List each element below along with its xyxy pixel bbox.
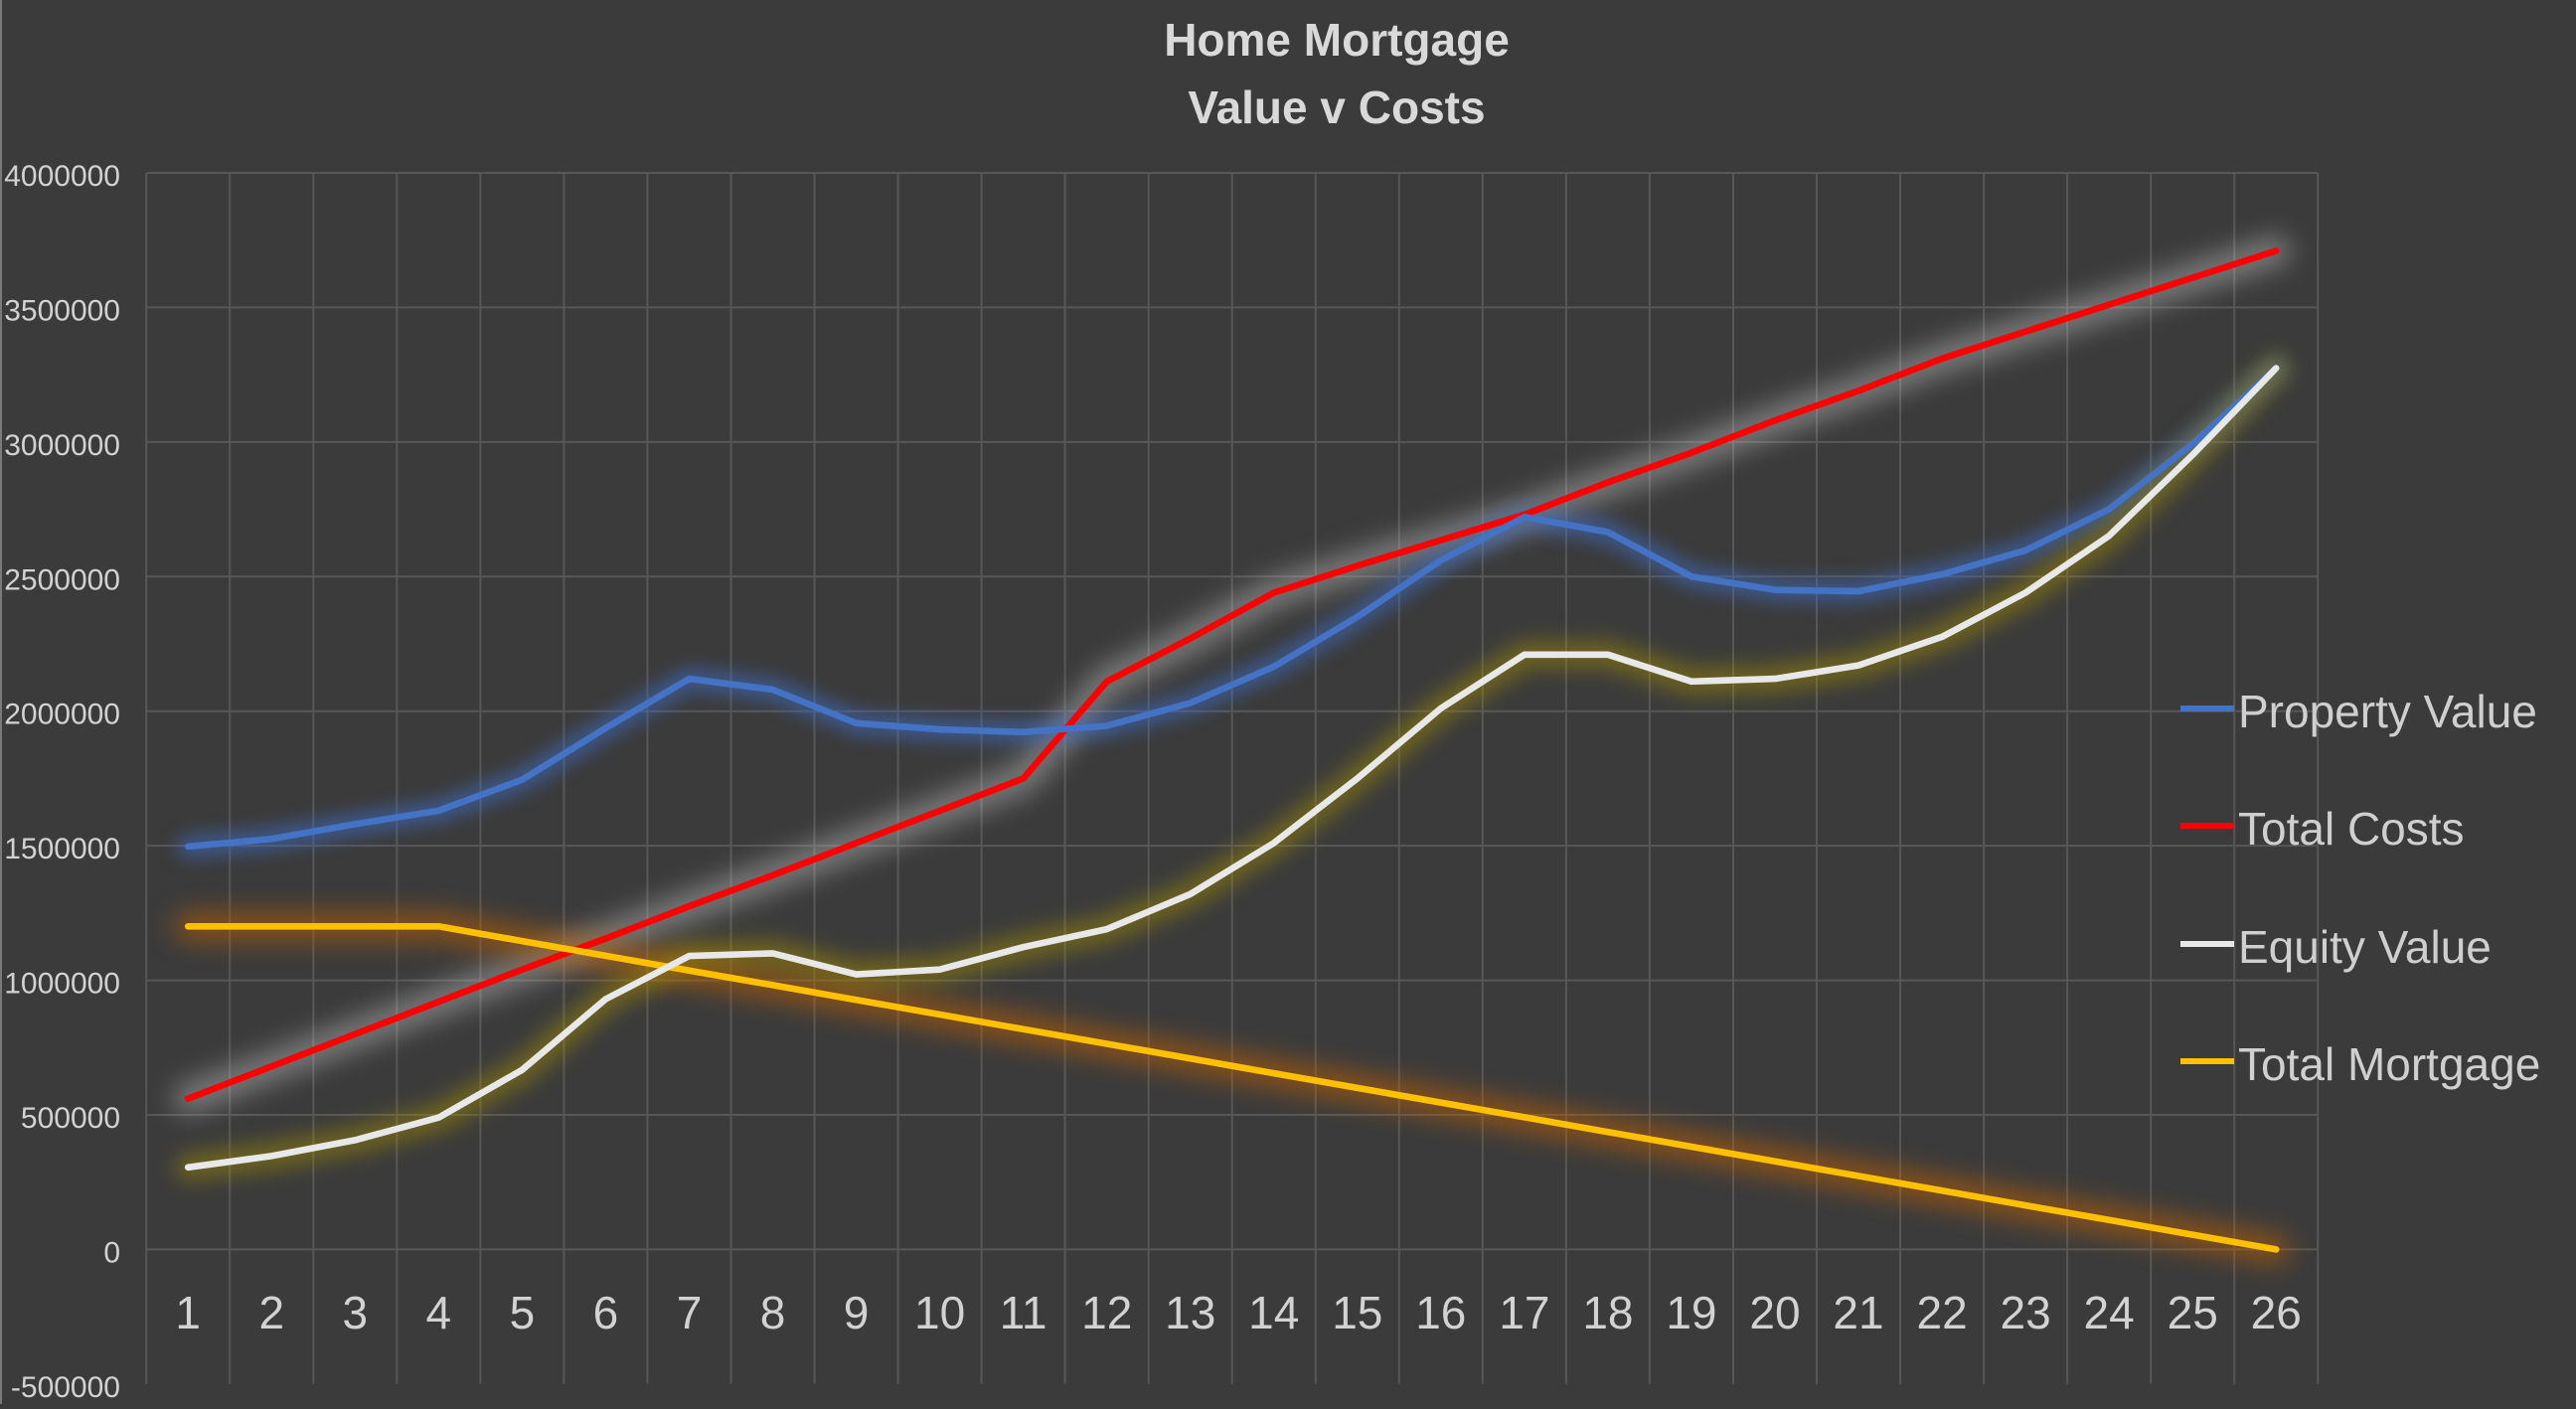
- svg-text:4000000: 4000000: [4, 160, 120, 193]
- svg-text:21: 21: [1833, 1287, 1883, 1338]
- svg-text:13: 13: [1165, 1287, 1215, 1338]
- svg-text:20: 20: [1749, 1287, 1800, 1338]
- svg-text:16: 16: [1415, 1287, 1466, 1338]
- svg-text:17: 17: [1499, 1287, 1549, 1338]
- svg-text:2500000: 2500000: [4, 563, 120, 596]
- svg-text:0: 0: [103, 1236, 120, 1269]
- svg-text:1500000: 1500000: [4, 833, 120, 865]
- svg-text:2000000: 2000000: [4, 699, 120, 731]
- svg-text:15: 15: [1332, 1287, 1382, 1338]
- svg-text:500000: 500000: [21, 1102, 120, 1135]
- svg-text:24: 24: [2084, 1287, 2135, 1338]
- svg-text:10: 10: [914, 1287, 965, 1338]
- svg-text:Total Mortgage: Total Mortgage: [2238, 1038, 2540, 1090]
- svg-text:Equity Value: Equity Value: [2238, 921, 2492, 973]
- svg-text:25: 25: [2168, 1287, 2218, 1338]
- svg-text:3500000: 3500000: [4, 294, 120, 327]
- svg-text:Home Mortgage: Home Mortgage: [1164, 14, 1510, 66]
- svg-text:Property Value: Property Value: [2238, 686, 2537, 737]
- svg-text:3: 3: [343, 1287, 369, 1338]
- svg-text:1: 1: [175, 1287, 201, 1338]
- svg-text:1000000: 1000000: [4, 968, 120, 1001]
- svg-text:11: 11: [1000, 1287, 1047, 1338]
- svg-text:14: 14: [1248, 1287, 1299, 1338]
- svg-text:2: 2: [259, 1287, 285, 1338]
- svg-text:Value v Costs: Value v Costs: [1188, 81, 1485, 133]
- svg-text:6: 6: [593, 1287, 619, 1338]
- svg-text:-500000: -500000: [11, 1371, 120, 1404]
- svg-text:18: 18: [1582, 1287, 1633, 1338]
- svg-text:19: 19: [1666, 1287, 1716, 1338]
- svg-text:8: 8: [760, 1287, 786, 1338]
- svg-text:22: 22: [1917, 1287, 1968, 1338]
- svg-text:3000000: 3000000: [4, 429, 120, 462]
- svg-text:7: 7: [677, 1287, 703, 1338]
- svg-text:5: 5: [510, 1287, 536, 1338]
- svg-text:23: 23: [2001, 1287, 2051, 1338]
- svg-text:12: 12: [1081, 1287, 1132, 1338]
- svg-text:9: 9: [844, 1287, 870, 1338]
- svg-text:26: 26: [2251, 1287, 2302, 1338]
- svg-text:4: 4: [426, 1287, 452, 1338]
- svg-text:Total Costs: Total Costs: [2238, 803, 2465, 855]
